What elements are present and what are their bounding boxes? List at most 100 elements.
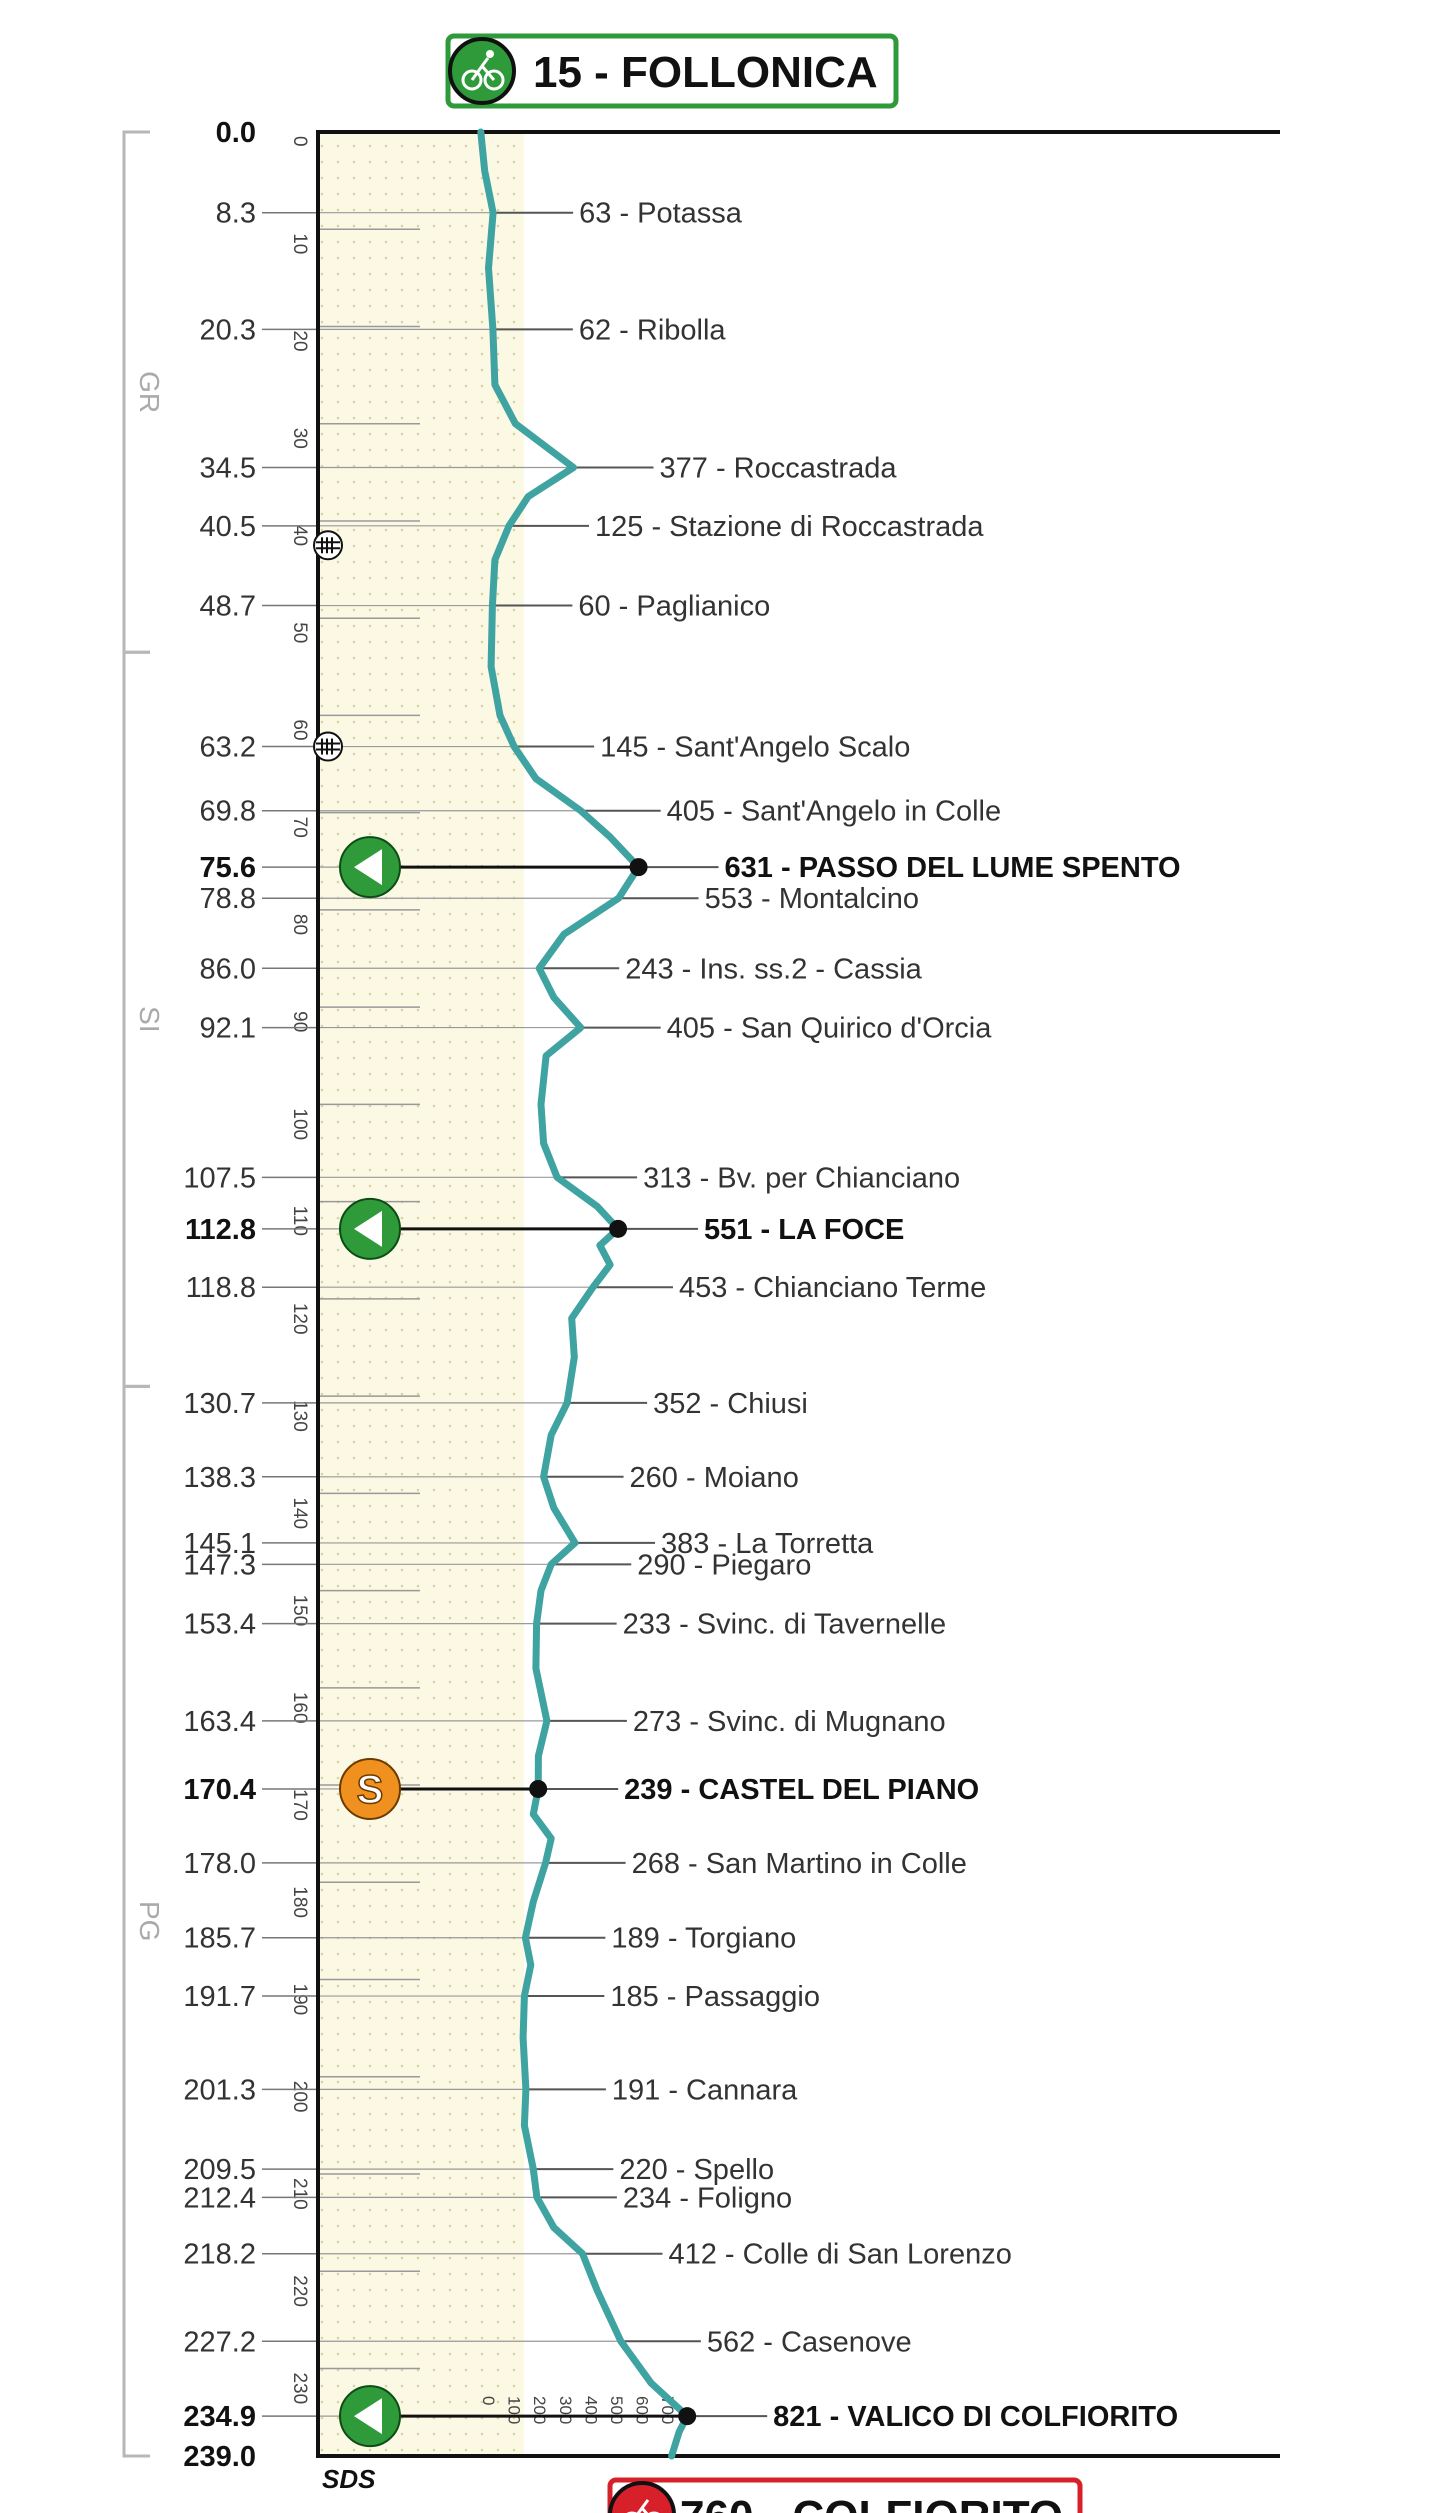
start-label: 15 - FOLLONICA xyxy=(533,48,878,97)
waypoint-name: 551 - LA FOCE xyxy=(704,1214,904,1246)
finish-km: 239.0 xyxy=(183,2441,256,2473)
finish-label: 760 - COLFIORITO xyxy=(680,2492,1063,2513)
waypoint-name: 313 - Bv. per Chianciano xyxy=(643,1162,960,1194)
altitude-tick-label: 200 xyxy=(530,2396,549,2424)
altitude-profile-line xyxy=(477,128,691,2460)
waypoint-lines xyxy=(262,211,768,2418)
altitude-tick-label: 300 xyxy=(556,2396,575,2424)
altitude-tick-label: 400 xyxy=(581,2396,600,2424)
province-bracket xyxy=(122,1384,150,2458)
start-label-box: 15 - FOLLONICA xyxy=(445,33,899,109)
distance-tick-label: 70 xyxy=(289,817,310,838)
altitude-ticks: 0 100 200 300 400 500 600 700 xyxy=(479,2396,677,2424)
distance-tick-label: 130 xyxy=(289,1400,310,1432)
waypoint-name: 268 - San Martino in Colle xyxy=(632,1848,967,1880)
waypoint-name: 821 - VALICO DI COLFIORITO xyxy=(773,2401,1178,2433)
finish-cyclist-icon xyxy=(608,2481,676,2513)
altitude-tick-label: 600 xyxy=(633,2396,652,2424)
distance-tick-label: 40 xyxy=(289,525,310,546)
distance-tick-label: 160 xyxy=(289,1692,310,1724)
waypoint-name: 290 - Piegaro xyxy=(637,1549,811,1581)
waypoint-name: 243 - Ins. ss.2 - Cassia xyxy=(625,953,922,985)
waypoint-name: 273 - Svinc. di Mugnano xyxy=(633,1706,946,1738)
waypoint-km: 63.2 xyxy=(200,732,256,764)
waypoint-km: 40.5 xyxy=(200,511,256,543)
waypoint-name: 405 - San Quirico d'Orcia xyxy=(667,1013,993,1045)
distance-tick-label: 10 xyxy=(289,233,310,254)
waypoint-name: 191 - Cannara xyxy=(612,2074,798,2106)
distance-tick-label: 220 xyxy=(289,2275,310,2307)
waypoint-name: 453 - Chianciano Terme xyxy=(679,1272,986,1304)
distance-tick-label: 180 xyxy=(289,1886,310,1918)
waypoint-name: 383 - La Torretta xyxy=(661,1528,874,1560)
waypoint-name: 125 - Stazione di Roccastrada xyxy=(595,511,984,543)
waypoint-km: 138.3 xyxy=(183,1462,256,1494)
province-label: GR xyxy=(134,371,165,413)
climb-and-sprint-markers: S xyxy=(339,836,697,2448)
waypoint-name: 631 - PASSO DEL LUME SPENTO xyxy=(725,852,1181,884)
waypoint-km: 92.1 xyxy=(200,1013,256,1045)
waypoint-name: 377 - Roccastrada xyxy=(660,452,898,484)
waypoint-name: 562 - Casenove xyxy=(707,2326,912,2358)
finish-label-box: 760 - COLFIORITO xyxy=(607,2477,1083,2513)
waypoint-km: 191.7 xyxy=(183,1981,256,2013)
waypoint-km: 209.5 xyxy=(183,2154,256,2186)
waypoint-name: 185 - Passaggio xyxy=(610,1981,820,2013)
waypoint-name: 260 - Moiano xyxy=(630,1462,799,1494)
distance-tick-label: 170 xyxy=(289,1789,310,1821)
waypoint-name: 233 - Svinc. di Tavernelle xyxy=(623,1609,946,1641)
waypoint-km: 75.6 xyxy=(200,852,256,884)
waypoint-name: 239 - CASTEL DEL PIANO xyxy=(624,1774,979,1806)
waypoint-labels: 8.3 63 - Potassa 20.3 62 - Ribolla 34.5 377 -… xyxy=(183,198,1180,2433)
waypoint-name: 405 - Sant'Angelo in Colle xyxy=(667,796,1001,828)
distance-tick-label: 90 xyxy=(289,1011,310,1032)
distance-tick-label: 190 xyxy=(289,1984,310,2016)
waypoint-name: 60 - Paglianico xyxy=(578,591,770,623)
province-label: PG xyxy=(134,1901,165,1941)
waypoint-km: 163.4 xyxy=(183,1706,256,1738)
waypoint-name: 63 - Potassa xyxy=(579,198,743,230)
marker-dot xyxy=(609,1219,628,1238)
distance-tick-label: 80 xyxy=(289,914,310,935)
marker-dot xyxy=(629,858,648,877)
waypoint-name: 234 - Foligno xyxy=(623,2182,792,2214)
waypoint-name: 553 - Montalcino xyxy=(705,883,919,915)
start-cyclist-icon xyxy=(448,37,516,105)
distance-tick-label: 0 xyxy=(289,136,310,147)
sprint-icon xyxy=(339,1757,401,1820)
waypoint-km: 78.8 xyxy=(200,883,256,915)
waypoint-km: 86.0 xyxy=(200,953,256,985)
altitude-tick-label: 100 xyxy=(505,2396,524,2424)
province-bands: GR SI PG xyxy=(122,130,165,2458)
waypoint-km: 8.3 xyxy=(216,198,256,230)
distance-tick-label: 60 xyxy=(289,719,310,740)
waypoint-name: 62 - Ribolla xyxy=(579,314,727,346)
waypoint-km: 227.2 xyxy=(183,2326,256,2358)
waypoint-name: 352 - Chiusi xyxy=(653,1388,808,1420)
brand-logo: SDS xyxy=(322,2464,376,2494)
mountain-climb-icon-glyph xyxy=(354,1210,382,1247)
distance-tick-label: 120 xyxy=(289,1303,310,1335)
waypoint-name: 189 - Torgiano xyxy=(611,1923,796,1955)
mountain-climb-icon-glyph xyxy=(354,2398,382,2435)
mountain-climb-icon-glyph xyxy=(354,849,382,886)
altitude-tick-label: 500 xyxy=(607,2396,626,2424)
waypoint-name: 412 - Colle di San Lorenzo xyxy=(668,2239,1011,2271)
distance-tick-label: 20 xyxy=(289,330,310,351)
waypoint-km: 48.7 xyxy=(200,591,256,623)
waypoint-km: 185.7 xyxy=(183,1923,256,1955)
distance-tick-label: 150 xyxy=(289,1595,310,1627)
waypoint-km: 201.3 xyxy=(183,2074,256,2106)
marker-dot xyxy=(678,2407,697,2426)
sprint-icon-glyph: S xyxy=(357,1768,384,1812)
waypoint-km: 20.3 xyxy=(200,314,256,346)
waypoint-km: 212.4 xyxy=(183,2182,256,2214)
waypoint-km: 107.5 xyxy=(183,1162,256,1194)
waypoint-km: 147.3 xyxy=(183,1549,256,1581)
distance-tick-label: 140 xyxy=(289,1497,310,1529)
distance-tick-label: 50 xyxy=(289,622,310,643)
waypoint-km: 112.8 xyxy=(185,1214,256,1246)
start-km: 0.0 xyxy=(216,117,256,149)
rail-crossings xyxy=(313,530,343,762)
